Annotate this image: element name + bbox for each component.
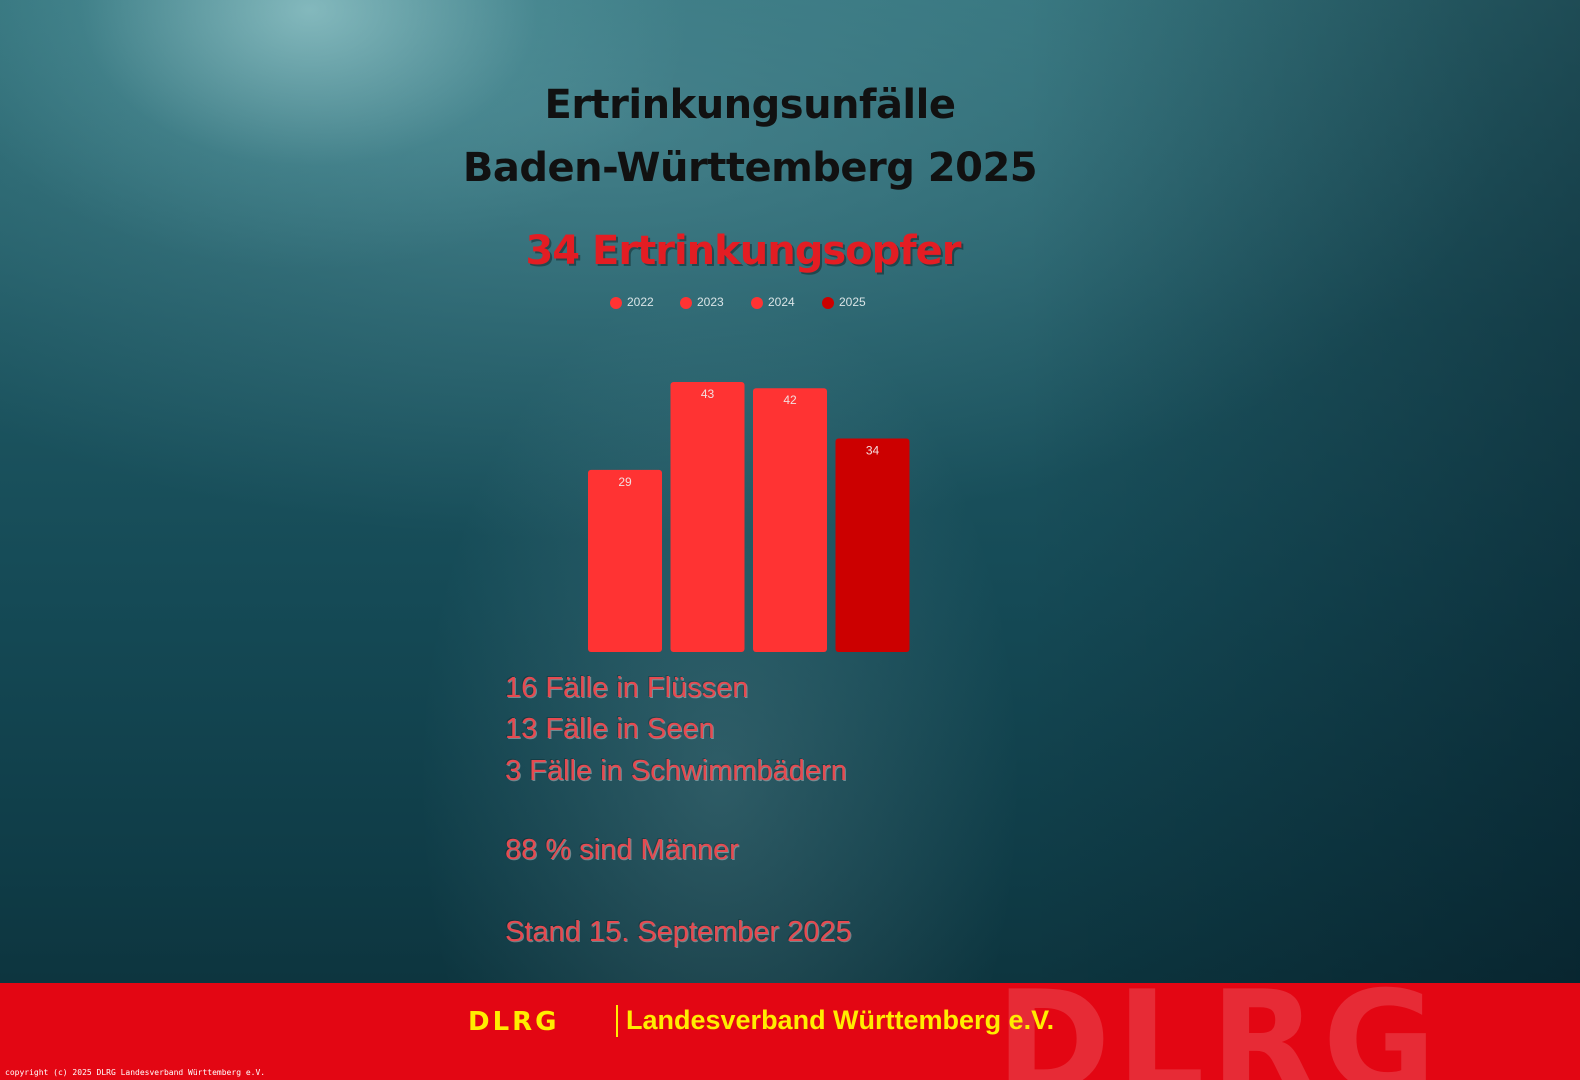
legend-dot: [680, 297, 692, 309]
legend-dot: [822, 297, 834, 309]
copyright-notice: copyright (c) 2025 DLRG Landesverband Wü…: [5, 1068, 266, 1077]
title-line-1: Ertrinkungsunfälle: [544, 82, 956, 128]
legend-label: 2022: [627, 295, 654, 309]
footer-watermark-logo: DLRG: [996, 983, 1443, 1080]
stat-rivers: 16 Fälle in Flüssen: [505, 672, 749, 704]
title-line-2: Baden-Württemberg 2025: [462, 145, 1038, 191]
legend-label: 2023: [697, 295, 724, 309]
stat-date: Stand 15. September 2025: [505, 916, 852, 948]
stat-pools: 3 Fälle in Schwimmbädern: [505, 755, 847, 787]
legend-label: 2024: [768, 295, 795, 309]
legend-label: 2025: [839, 295, 866, 309]
footer-organization: Landesverband Württemberg e.V.: [626, 1005, 1055, 1035]
legend-dot: [610, 297, 622, 309]
chart-legend: 2022 2023 2024 2025: [610, 294, 910, 312]
stat-lakes: 13 Fälle in Seen: [505, 713, 715, 745]
subtitle-victims: 34 Ertrinkungsopfer: [525, 228, 961, 274]
stat-men: 88 % sind Männer: [505, 834, 739, 866]
legend-dot: [751, 297, 763, 309]
footer-banner: DLRG DLRG Landesverband Württemberg e.V.: [0, 983, 1580, 1080]
dlrg-logo: DLRG: [468, 1007, 560, 1037]
footer-divider: [616, 1005, 618, 1037]
